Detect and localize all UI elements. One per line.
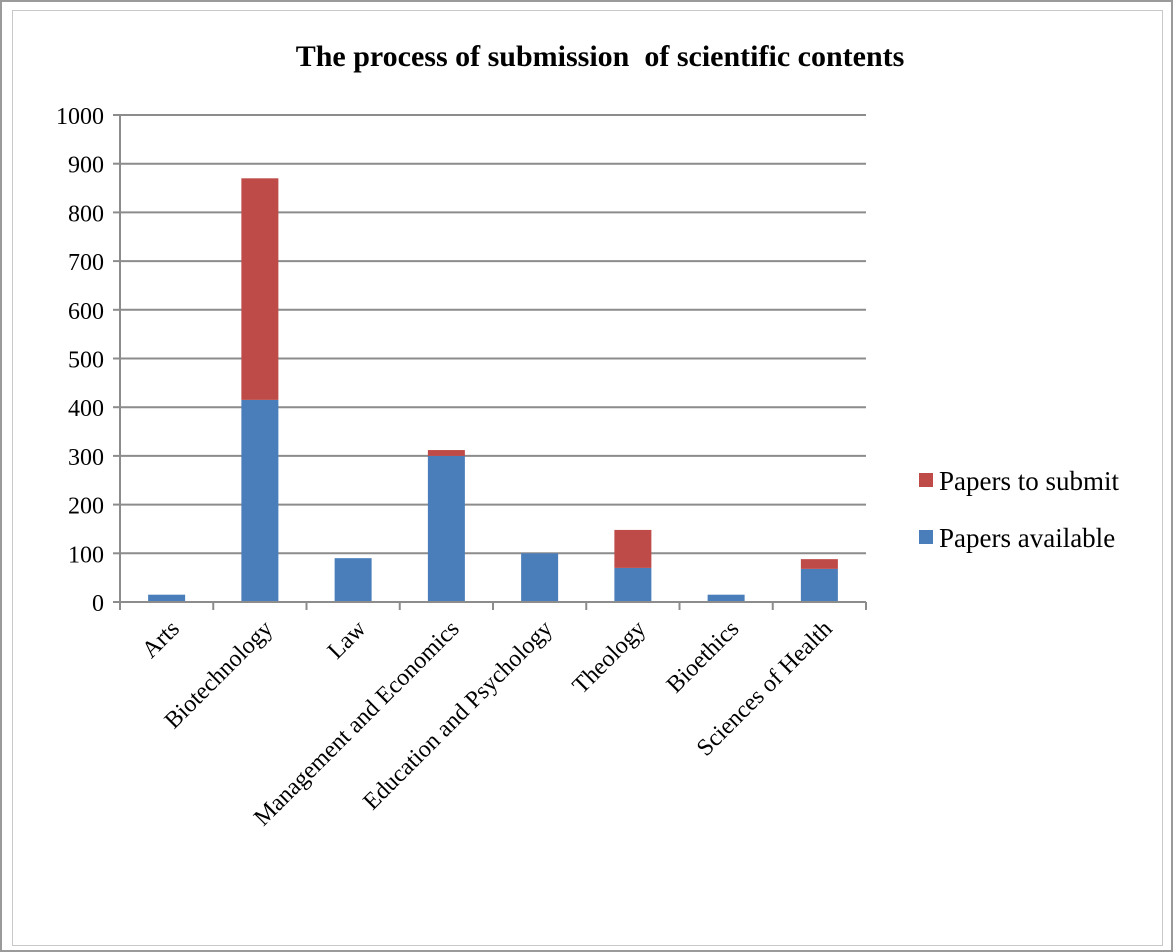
bar-segment-papers-to-submit (427, 450, 465, 456)
bar-segment-papers-to-submit (800, 559, 838, 569)
legend-label: Papers available (939, 523, 1115, 553)
bar-segment-papers-available (334, 558, 372, 602)
legend-swatch (919, 473, 933, 487)
bar-segment-papers-available (707, 594, 745, 602)
y-axis-ticks: 0 100 200 300 400 500 600 700 800 900 1000 (56, 104, 120, 617)
legend-swatch (919, 530, 933, 544)
chart-title: The process of submission of scientific … (296, 40, 905, 73)
bar-segment-papers-to-submit (614, 529, 652, 568)
bar-segment-papers-available (241, 399, 279, 602)
chart-area-border (12, 10, 1163, 946)
y-tick-label: 700 (68, 250, 104, 276)
x-category-label: Arts (137, 616, 185, 664)
legend-label: Papers to submit (939, 466, 1119, 496)
bar-segment-papers-available (148, 594, 186, 602)
y-tick-label: 200 (68, 494, 104, 520)
bar-segment-papers-available (427, 455, 465, 602)
y-tick-label: 400 (68, 396, 104, 422)
y-tick-label: 300 (68, 445, 104, 471)
bar-segment-papers-available (614, 567, 652, 602)
x-category-label: Law (323, 615, 372, 664)
legend: Papers to submit Papers available (919, 466, 1119, 553)
bars (148, 178, 838, 602)
bar-segment-papers-available (521, 553, 559, 602)
y-tick-label: 100 (68, 542, 104, 568)
x-category-label: Theology (568, 616, 651, 699)
y-tick-label: 500 (68, 348, 104, 374)
y-tick-label: 0 (92, 591, 104, 617)
y-tick-label: 900 (68, 153, 104, 179)
y-tick-label: 600 (68, 299, 104, 325)
bar-segment-papers-available (800, 568, 838, 602)
gridlines (120, 114, 866, 555)
axes (119, 115, 867, 610)
bar-segment-papers-to-submit (241, 178, 279, 400)
y-tick-label: 1000 (56, 104, 104, 130)
x-category-label: Education and Psychology (358, 616, 557, 815)
y-tick-label: 800 (68, 201, 104, 227)
x-category-label: Bioethics (662, 616, 744, 698)
